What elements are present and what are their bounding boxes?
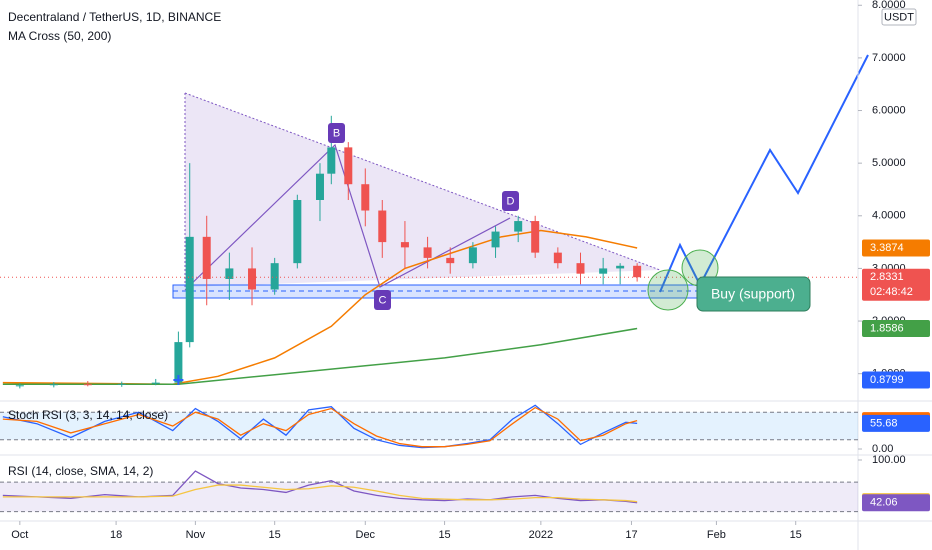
- price-marks: [0, 115, 858, 389]
- candle-body: [315, 173, 324, 200]
- y-tick-label: 7.0000: [872, 52, 906, 64]
- chart-title: Decentraland / TetherUS, 1D, BINANCE: [8, 10, 221, 24]
- candle-body: [117, 383, 126, 385]
- candle-body: [599, 268, 608, 274]
- price-tag: [862, 268, 930, 301]
- candle-body: [327, 147, 336, 174]
- candle-body: [174, 342, 183, 383]
- x-tick-label: 15: [269, 529, 281, 541]
- y-tick-label: 8.0000: [872, 0, 906, 11]
- label-box: [502, 191, 519, 211]
- cross-marker: [173, 375, 184, 386]
- y-tick-label: 100.00: [872, 454, 906, 466]
- projection-path: [659, 54, 869, 293]
- candle-body: [378, 210, 387, 243]
- indicator-title: MA Cross (50, 200): [8, 29, 111, 43]
- series-line: [2, 406, 638, 448]
- candle-body: [293, 200, 302, 264]
- indicator-title: Stoch RSI (3, 3, 14, 14, close): [8, 408, 168, 422]
- unit-box: [881, 8, 917, 26]
- candle-body: [576, 263, 585, 274]
- x-tick-label: 17: [625, 529, 637, 541]
- candle-body: [553, 252, 562, 264]
- unit-label: USDT: [884, 11, 914, 23]
- candle-body: [633, 265, 642, 278]
- candle-body: [400, 242, 409, 248]
- candle-body: [468, 247, 477, 264]
- candle-body: [446, 257, 455, 264]
- y-tick-label: 4.0000: [872, 210, 906, 222]
- price-tag: [862, 319, 930, 337]
- indicator-title: RSI (14, close, SMA, 14, 2): [8, 464, 153, 478]
- candle-body: [225, 268, 234, 279]
- candle-body: [248, 268, 257, 290]
- candle-body: [185, 236, 194, 343]
- label-box: [374, 290, 391, 310]
- x-tick-label: 18: [110, 529, 122, 541]
- pattern-label: C: [379, 294, 387, 306]
- price-tag-label: 3.3874: [870, 242, 904, 254]
- candle-body: [151, 382, 160, 384]
- series-line: [2, 484, 638, 503]
- candle-body: [616, 265, 625, 269]
- label-box: [328, 123, 345, 143]
- pattern-label: D: [507, 195, 515, 207]
- candle-body: [344, 147, 353, 185]
- callout-text: Buy (support): [711, 286, 795, 302]
- buy-circle: [647, 269, 689, 311]
- price-tag-label: 2.8331: [870, 271, 904, 283]
- candle-body: [514, 221, 523, 232]
- triangle-fill: [185, 93, 660, 287]
- drawings: [172, 92, 701, 299]
- series-line: [2, 229, 638, 385]
- countdown-label: 02:48:42: [870, 286, 913, 298]
- candle-body: [531, 221, 540, 253]
- candle-body: [491, 231, 500, 248]
- candle-body: [361, 184, 370, 211]
- price-tag: [862, 239, 930, 257]
- x-tick-label: Feb: [707, 529, 726, 541]
- candle-body: [49, 384, 58, 386]
- y-tick-label: 5.0000: [872, 157, 906, 169]
- price-tag: [862, 414, 930, 432]
- pattern-line: [184, 143, 511, 291]
- candle-body: [423, 247, 432, 258]
- x-tick-label: Oct: [11, 529, 28, 541]
- x-tick-label: Dec: [356, 529, 376, 541]
- callout-box: [696, 276, 811, 312]
- price-tag: [862, 494, 930, 512]
- price-tag-label: 42.06: [870, 497, 898, 509]
- candle-body: [15, 385, 24, 387]
- x-tick-label: Nov: [186, 529, 206, 541]
- y-tick-label: 0.00: [872, 443, 893, 455]
- y-tick-label: 6.0000: [872, 104, 906, 116]
- pattern-label: B: [333, 127, 340, 139]
- price-tag: [862, 371, 930, 389]
- overlay-drawings: B C D Buy (support): [328, 54, 869, 312]
- band-fill: [0, 412, 858, 440]
- candle-body: [83, 384, 92, 386]
- candle-body: [270, 263, 279, 290]
- price-tag-label: 55.68: [870, 417, 898, 429]
- triangle-edge: [184, 92, 661, 271]
- price-tag-label: 0.8799: [870, 374, 904, 386]
- x-tick-label: 15: [438, 529, 450, 541]
- x-tick-label: 2022: [529, 529, 553, 541]
- price-tag-label: 1.8586: [870, 322, 904, 334]
- candle-body: [202, 236, 211, 279]
- x-tick-label: 15: [790, 529, 802, 541]
